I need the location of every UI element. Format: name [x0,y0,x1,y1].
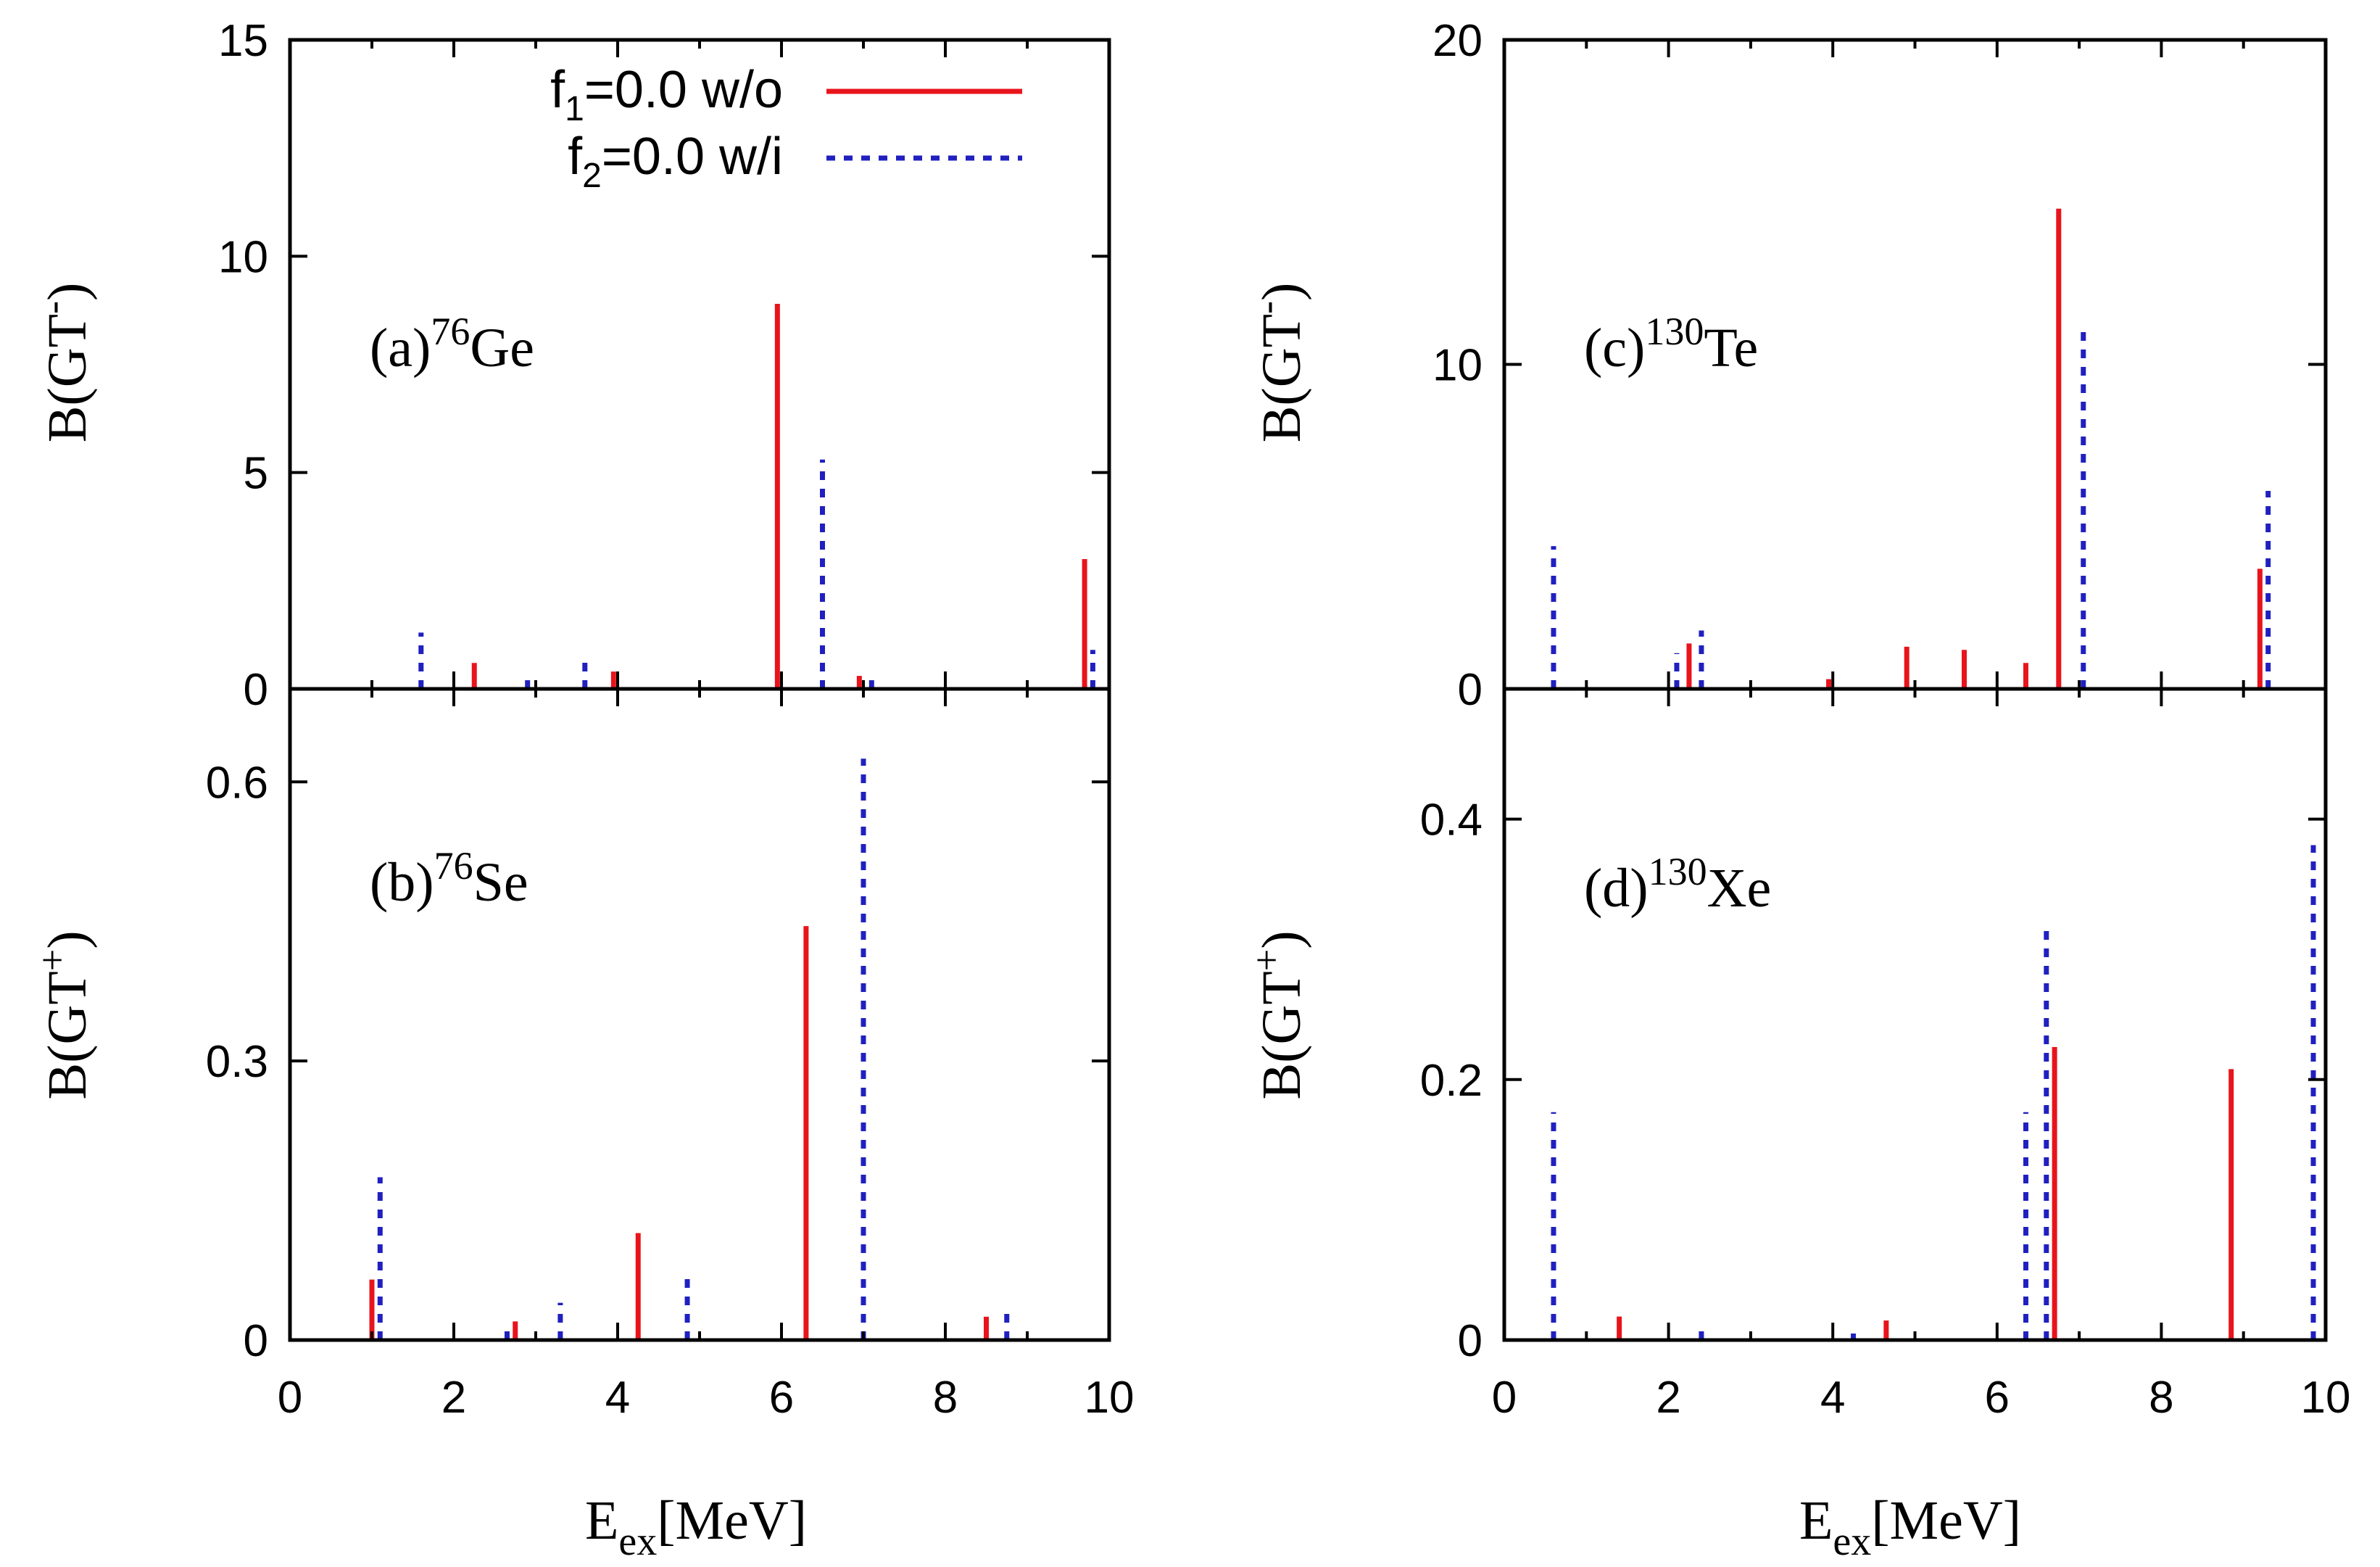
x-tick-label-d-5: 10 [2301,1373,2351,1423]
x-tick-label-b-4: 8 [933,1373,958,1423]
y-tick-label-c-0: 0 [1458,665,1483,715]
legend-label-2: f2=0.0 w/i [568,128,783,195]
panel-label-b: (b)76Se [370,844,528,913]
x-tick-label-d-1: 2 [1656,1373,1680,1423]
panel-label-d: (d)130Xe [1584,850,1771,919]
legend: f1=0.0 w/o f2=0.0 w/i [550,61,1022,195]
y-tick-label-c-2: 20 [1432,16,1483,66]
y-axis-title-d: B(GT+) [1245,930,1312,1099]
y-tick-label-c-1: 10 [1432,341,1483,391]
y-axis-title-b: B(GT+) [30,930,98,1099]
panels: 0 5 10 15 (a)76Ge B(GT-) 0 2 4 6 8 10 0 0.3 0.6 (b)76Se… [30,16,2350,1423]
x-tick-label-b-3: 6 [769,1373,794,1423]
x-tick-label-d-2: 4 [1820,1373,1845,1423]
x-axis-title-left: Eex[MeV] [585,1490,807,1564]
panel-b: 0 2 4 6 8 10 0 0.3 0.6 (b)76Se B(GT+) [30,687,1135,1423]
x-tick-label-b-5: 10 [1085,1373,1135,1423]
panel-label-a: (a)76Ge [370,310,534,379]
y-axis-title-c: B(GT-) [1245,283,1312,443]
y-tick-label-d-0: 0 [1458,1316,1483,1366]
panel-c: 0 10 20 (c)130Te B(GT-) [1245,16,2328,715]
panel-d: 0 2 4 6 8 10 0 0.2 0.4 (d)130Xe B(GT+) [1245,687,2351,1423]
x-tick-label-b-0: 0 [278,1373,302,1423]
legend-label-1: f1=0.0 w/o [550,61,783,128]
y-tick-label-d-1: 0.2 [1420,1056,1483,1106]
y-tick-label-b-0: 0 [244,1316,268,1366]
x-tick-label-d-0: 0 [1492,1373,1517,1423]
y-tick-label-a-1: 5 [244,449,268,499]
x-tick-label-d-4: 8 [2149,1373,2173,1423]
y-tick-label-b-2: 0.6 [206,758,268,808]
y-tick-label-a-3: 15 [218,16,268,66]
y-axis-title-a: B(GT-) [30,283,98,443]
y-tick-label-b-1: 0.3 [206,1037,268,1087]
x-tick-label-d-3: 6 [1985,1373,2010,1423]
x-axis-title-right: Eex[MeV] [1799,1490,2021,1564]
legend-entry-1: f1=0.0 w/o [550,61,1022,128]
y-tick-label-d-2: 0.4 [1420,795,1483,845]
y-tick-label-a-2: 10 [218,232,268,282]
panel-a: 0 5 10 15 (a)76Ge B(GT-) [30,16,1111,715]
x-tick-label-b-1: 2 [441,1373,466,1423]
legend-entry-2: f2=0.0 w/i [568,128,1022,195]
y-tick-label-a-0: 0 [244,665,268,715]
panel-label-c: (c)130Te [1584,310,1758,379]
x-tick-label-b-2: 4 [605,1373,630,1423]
